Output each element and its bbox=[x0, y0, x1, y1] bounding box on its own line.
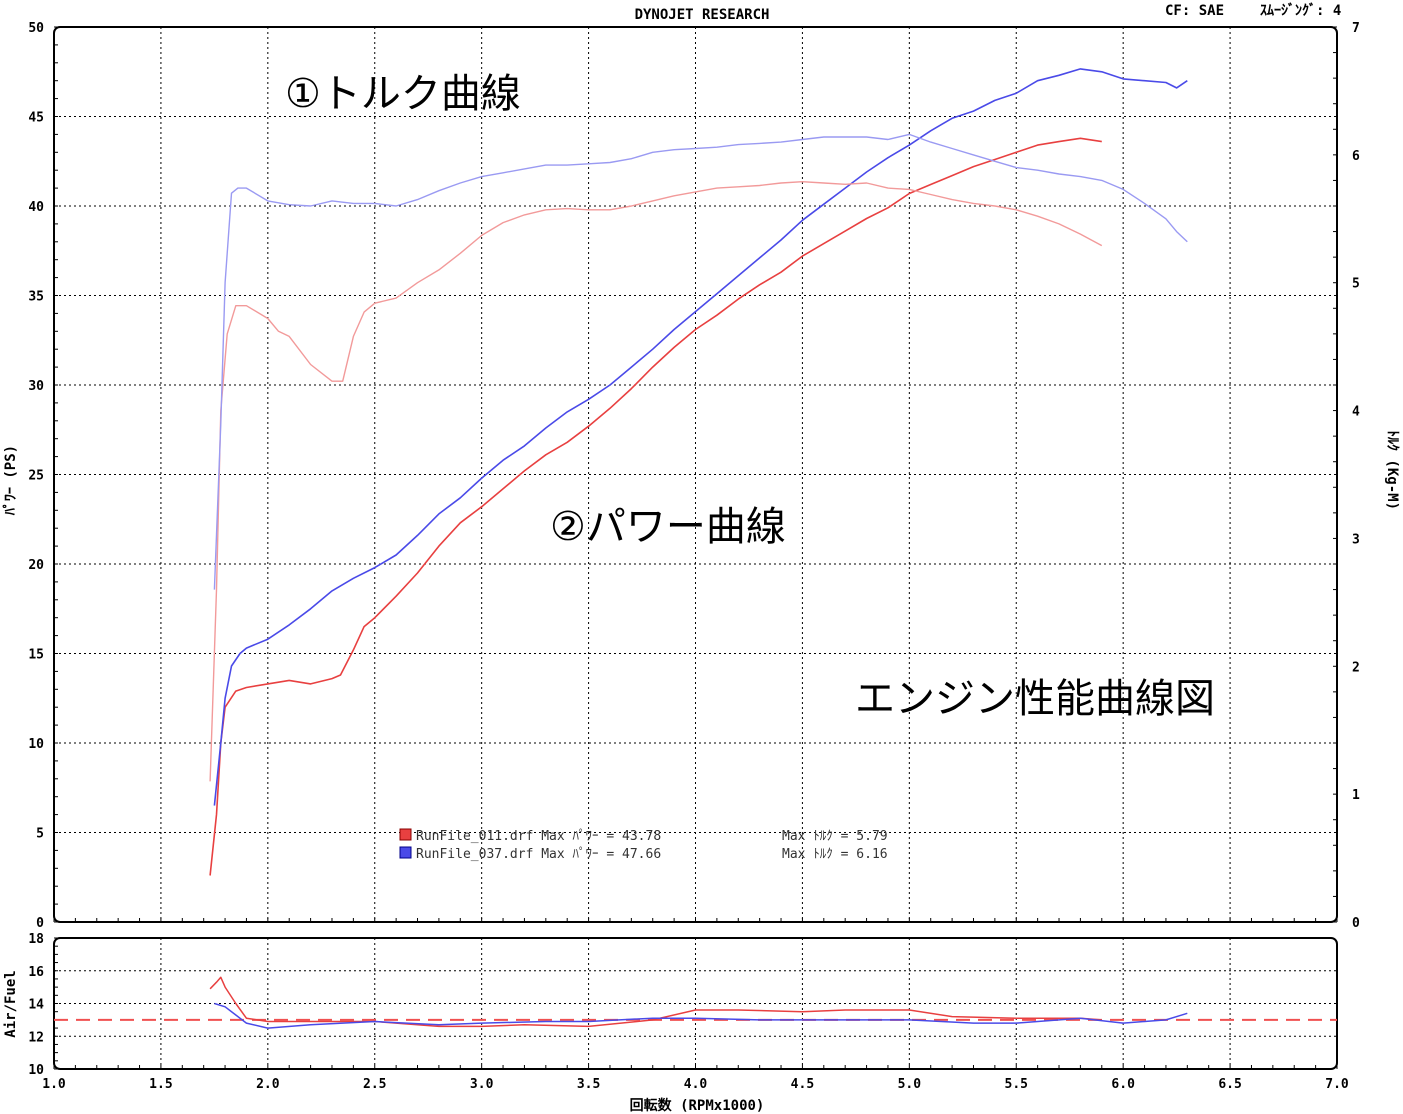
y-tick-label: 5 bbox=[36, 827, 44, 842]
chart-title: DYNOJET RESEARCH bbox=[635, 7, 770, 23]
y-axis-label-power: ﾊﾟﾜｰ (PS) bbox=[2, 445, 19, 516]
legend-entry-1-torque: Max ﾄﾙｸ = 5.79 bbox=[782, 829, 888, 844]
af-series-line-blue bbox=[214, 1002, 1188, 1029]
y2-tick-label: 1 bbox=[1352, 788, 1360, 803]
y-axis-label-torque: ﾄﾙｸ (Kg-M) bbox=[1384, 430, 1400, 510]
y-tick-label: 40 bbox=[28, 200, 44, 215]
x-axis-label: 回転数 (RPMx1000) bbox=[630, 1097, 765, 1114]
y-tick-label: 20 bbox=[28, 558, 44, 573]
legend-swatch-blue bbox=[399, 846, 412, 859]
y-tick-label: 0 bbox=[36, 916, 44, 931]
legend: RunFile_011.drf Max ﾊﾟﾜｰ = 43.78 Max ﾄﾙｸ… bbox=[399, 828, 888, 862]
y2-tick-label: 2 bbox=[1352, 660, 1360, 675]
x-tick-label: 7.0 bbox=[1325, 1077, 1349, 1092]
curves bbox=[54, 68, 1337, 1029]
x-tick-label: 2.0 bbox=[256, 1077, 280, 1092]
x-tick-label: 2.5 bbox=[363, 1077, 386, 1092]
af-y-tick-label: 12 bbox=[28, 1030, 44, 1045]
x-tick-label: 6.5 bbox=[1218, 1077, 1241, 1092]
legend-entry-2: RunFile_037.drf Max ﾊﾟﾜｰ = 47.66 bbox=[416, 847, 661, 862]
y2-tick-label: 3 bbox=[1352, 532, 1360, 547]
y-tick-label: 25 bbox=[28, 469, 44, 484]
y2-tick-label: 4 bbox=[1352, 405, 1360, 420]
y-tick-label: 30 bbox=[28, 379, 44, 394]
x-tick-label: 3.0 bbox=[470, 1077, 494, 1092]
af-y-tick-label: 14 bbox=[28, 998, 44, 1013]
af-series-line-red bbox=[209, 976, 1102, 1028]
y-tick-label: 50 bbox=[28, 21, 44, 36]
cf-label: CF: SAE bbox=[1165, 3, 1224, 19]
y-tick-label: 45 bbox=[28, 111, 44, 126]
legend-entry-1: RunFile_011.drf Max ﾊﾟﾜｰ = 43.78 bbox=[416, 829, 661, 844]
x-tick-label: 1.5 bbox=[149, 1077, 172, 1092]
x-tick-label: 1.0 bbox=[42, 1077, 66, 1092]
y2-tick-label: 5 bbox=[1352, 277, 1360, 292]
smoothing-label: ｽﾑｰｼﾞﾝｸﾞ: 4 bbox=[1260, 2, 1341, 19]
annotation-power-curve: ②パワー曲線 bbox=[550, 504, 786, 550]
y-tick-label: 10 bbox=[28, 737, 44, 752]
x-tick-label: 4.5 bbox=[791, 1077, 814, 1092]
x-tick-label: 4.0 bbox=[684, 1077, 708, 1092]
y2-tick-label: 6 bbox=[1352, 149, 1360, 164]
af-y-tick-label: 10 bbox=[28, 1063, 44, 1078]
tick-marks bbox=[53, 26, 1338, 1070]
legend-entry-2-torque: Max ﾄﾙｸ = 6.16 bbox=[782, 847, 888, 862]
y2-tick-label: 7 bbox=[1352, 21, 1360, 36]
y-tick-label: 15 bbox=[28, 648, 44, 663]
x-tick-label: 6.0 bbox=[1111, 1077, 1135, 1092]
annotation-torque-curve: ①トルク曲線 bbox=[285, 71, 521, 117]
series-line-power-blue bbox=[213, 68, 1188, 806]
x-tick-label: 3.5 bbox=[577, 1077, 600, 1092]
y-axis-label-af: Air/Fuel bbox=[3, 970, 19, 1037]
y-tick-label: 35 bbox=[28, 290, 44, 305]
af-y-tick-label: 16 bbox=[28, 965, 44, 980]
x-tick-label: 5.5 bbox=[1005, 1077, 1028, 1092]
series-line-torque-red bbox=[209, 180, 1103, 782]
annotation-figure-title: エンジン性能曲線図 bbox=[855, 676, 1215, 722]
af-y-tick-label: 18 bbox=[28, 932, 44, 947]
main-grid bbox=[54, 27, 1337, 922]
legend-swatch-red bbox=[399, 828, 412, 841]
tick-labels: 1.0 1.5 2.0 2.5 3.0 3.5 4.0 4.5 5.0 5.5 6.0 6.5 7.0 0… bbox=[28, 21, 1360, 1092]
y2-tick-label: 0 bbox=[1352, 916, 1360, 931]
af-grid bbox=[54, 938, 1337, 1069]
series-line-torque-blue bbox=[213, 133, 1188, 590]
x-tick-label: 5.0 bbox=[898, 1077, 922, 1092]
series-line-power-red bbox=[209, 137, 1102, 876]
